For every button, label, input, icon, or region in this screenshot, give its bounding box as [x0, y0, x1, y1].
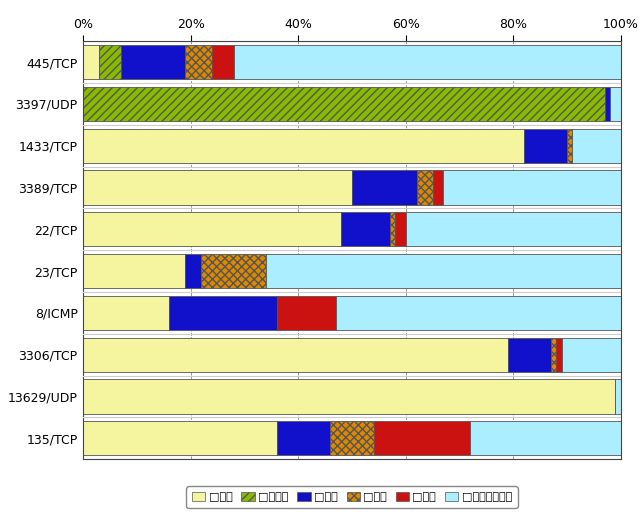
Bar — [99, 45, 121, 79]
Bar — [234, 45, 621, 79]
Bar — [417, 170, 433, 205]
Bar — [508, 337, 551, 372]
Bar — [616, 379, 621, 414]
Bar — [524, 128, 567, 163]
Bar — [352, 170, 417, 205]
Bar — [83, 212, 341, 247]
Bar — [341, 212, 390, 247]
Bar — [202, 254, 266, 288]
Bar — [556, 337, 562, 372]
Bar — [276, 421, 330, 456]
Bar — [83, 421, 276, 456]
Bar — [330, 421, 374, 456]
Bar — [83, 170, 352, 205]
Bar — [121, 45, 186, 79]
Bar — [551, 337, 556, 372]
Bar — [83, 45, 99, 79]
Bar — [83, 87, 605, 121]
Bar — [433, 170, 444, 205]
Bar — [212, 45, 234, 79]
Bar — [276, 296, 336, 330]
Bar — [374, 421, 470, 456]
Bar — [610, 87, 621, 121]
Bar — [169, 296, 276, 330]
Bar — [336, 296, 621, 330]
Legend: □中国, □イラン, □米国, □台湾, □日本, □その他・不明: □中国, □イラン, □米国, □台湾, □日本, □その他・不明 — [186, 487, 518, 508]
Bar — [83, 254, 186, 288]
Bar — [406, 212, 621, 247]
Bar — [444, 170, 621, 205]
Bar — [562, 337, 621, 372]
Bar — [83, 379, 616, 414]
Bar — [266, 254, 621, 288]
Bar — [83, 128, 524, 163]
Bar — [470, 421, 621, 456]
Bar — [395, 212, 406, 247]
Bar — [83, 337, 508, 372]
Bar — [83, 296, 169, 330]
Bar — [186, 45, 212, 79]
Bar — [567, 128, 572, 163]
Bar — [572, 128, 621, 163]
Bar — [605, 87, 610, 121]
Bar — [186, 254, 202, 288]
Bar — [390, 212, 395, 247]
